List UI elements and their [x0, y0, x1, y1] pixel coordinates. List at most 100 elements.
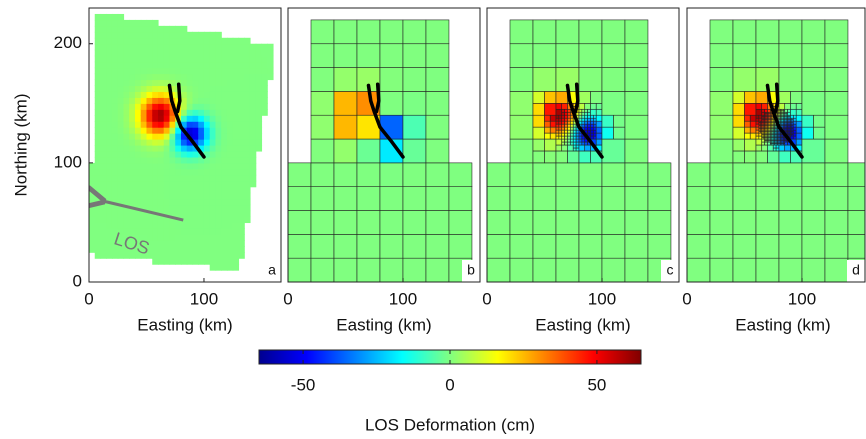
deformation-cell — [112, 145, 118, 152]
deformation-cell — [169, 38, 175, 45]
deformation-cell — [198, 32, 204, 39]
deformation-cell — [181, 97, 187, 104]
deformation-cell — [533, 151, 544, 163]
deformation-cell — [244, 163, 250, 170]
deformation-cell — [779, 258, 802, 282]
deformation-cell — [233, 44, 239, 51]
deformation-cell — [123, 74, 129, 81]
deformation-cell — [181, 109, 187, 116]
deformation-cell — [590, 136, 593, 139]
deformation-cell — [244, 68, 250, 75]
deformation-cell — [426, 163, 449, 187]
deformation-cell — [181, 252, 187, 259]
deformation-cell — [100, 234, 106, 241]
deformation-cell — [175, 252, 181, 259]
deformation-cell — [187, 115, 193, 122]
deformation-cell — [210, 68, 216, 75]
deformation-cell — [100, 193, 106, 200]
deformation-cell — [221, 264, 227, 271]
deformation-cell — [210, 205, 216, 212]
deformation-cell — [164, 240, 170, 247]
deformation-cell — [334, 139, 357, 163]
deformation-cell — [158, 74, 164, 81]
deformation-cell — [164, 199, 170, 206]
deformation-cell — [106, 26, 112, 33]
deformation-cell — [510, 187, 533, 211]
deformation-cell — [221, 228, 227, 235]
deformation-cell — [152, 139, 158, 146]
panel: d — [687, 20, 866, 282]
deformation-cell — [227, 193, 233, 200]
deformation-cell — [152, 222, 158, 229]
deformation-cell — [106, 222, 112, 229]
deformation-cell — [129, 181, 135, 188]
deformation-cell — [181, 151, 187, 158]
deformation-cell — [357, 163, 380, 187]
deformation-cell — [233, 169, 239, 176]
deformation-cell — [210, 133, 216, 140]
deformation-cell — [158, 169, 164, 176]
deformation-cell — [215, 44, 221, 51]
deformation-cell — [100, 163, 106, 170]
deformation-cell — [250, 181, 256, 188]
deformation-cell — [687, 187, 710, 211]
deformation-cell — [169, 32, 175, 39]
deformation-cell — [141, 139, 147, 146]
deformation-cell — [334, 163, 357, 187]
deformation-cell — [744, 139, 755, 151]
deformation-cell — [261, 74, 267, 81]
deformation-cell — [192, 50, 198, 57]
deformation-cell — [152, 26, 158, 33]
deformation-cell — [244, 56, 250, 63]
deformation-cell — [403, 91, 426, 115]
deformation-cell — [106, 44, 112, 51]
deformation-cell — [590, 118, 593, 121]
deformation-cell — [89, 163, 95, 170]
deformation-cell — [744, 115, 750, 121]
deformation-cell — [233, 216, 239, 223]
deformation-cell — [773, 145, 776, 148]
deformation-cell — [311, 139, 334, 163]
deformation-cell — [590, 91, 601, 103]
deformation-cell — [790, 91, 801, 103]
deformation-cell — [596, 121, 602, 127]
deformation-cell — [357, 20, 380, 44]
deformation-cell — [141, 133, 147, 140]
deformation-cell — [152, 157, 158, 164]
deformation-cell — [250, 121, 256, 128]
deformation-cell — [565, 124, 568, 127]
deformation-cell — [187, 193, 193, 200]
colorbar-tick-label: 50 — [587, 375, 606, 394]
deformation-cell — [250, 139, 256, 146]
deformation-cell — [129, 187, 135, 194]
deformation-cell — [169, 175, 175, 182]
deformation-cell — [710, 44, 733, 68]
deformation-cell — [210, 222, 216, 229]
deformation-cell — [590, 115, 593, 118]
deformation-cell — [112, 50, 118, 57]
deformation-cell — [129, 145, 135, 152]
x-tick-label: 0 — [482, 289, 491, 308]
deformation-cell — [146, 50, 152, 57]
deformation-cell — [570, 124, 573, 127]
deformation-cell — [288, 163, 311, 187]
deformation-cell — [158, 175, 164, 182]
deformation-cell — [556, 136, 559, 139]
deformation-cell — [710, 258, 733, 282]
deformation-cell — [152, 163, 158, 170]
deformation-cell — [233, 91, 239, 98]
deformation-cell — [158, 193, 164, 200]
deformation-cell — [487, 163, 510, 187]
deformation-cell — [158, 151, 164, 158]
fault-trace — [178, 84, 180, 111]
deformation-cell — [648, 163, 671, 187]
deformation-cell — [192, 133, 198, 140]
deformation-cell — [288, 258, 311, 282]
deformation-cell — [233, 139, 239, 146]
deformation-cell — [779, 211, 802, 235]
deformation-cell — [187, 151, 193, 158]
deformation-cell — [556, 133, 559, 136]
deformation-cell — [426, 187, 449, 211]
deformation-cell — [106, 121, 112, 128]
deformation-cell — [221, 133, 227, 140]
